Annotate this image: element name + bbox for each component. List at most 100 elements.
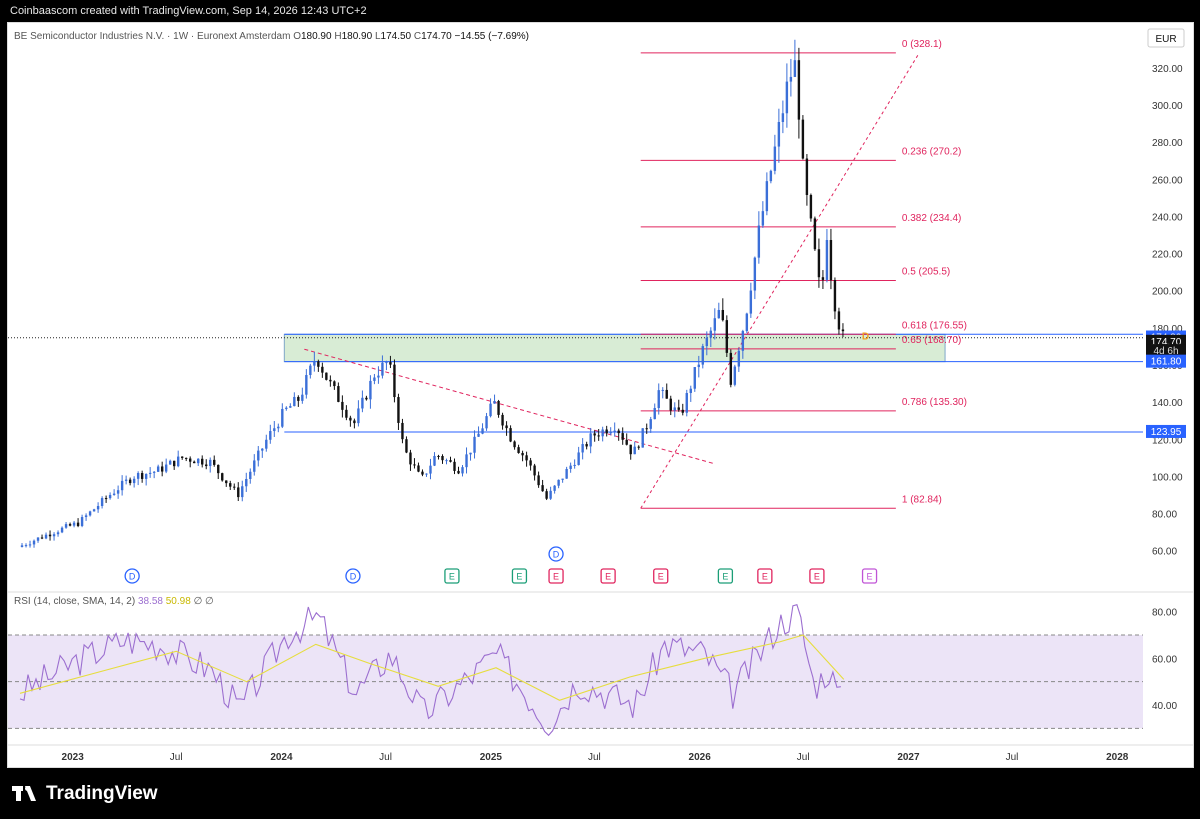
candle-body	[297, 396, 300, 401]
candle-body	[685, 393, 688, 413]
candle-body	[52, 534, 56, 537]
candle-body	[205, 464, 208, 467]
candle-body	[497, 400, 500, 415]
fib-level-label: 0.382 (234.4)	[902, 213, 962, 224]
candle-body	[172, 460, 176, 467]
candle-body	[657, 390, 660, 408]
candle-body	[377, 375, 380, 378]
earnings-event-icon	[861, 568, 878, 584]
candle-body	[180, 456, 184, 458]
candle-body	[197, 458, 200, 464]
candle-body	[68, 524, 72, 526]
candle-body	[541, 485, 544, 492]
candle-body	[533, 465, 536, 476]
candle-body	[513, 441, 516, 448]
candle-body	[573, 464, 576, 466]
candle-body	[481, 428, 484, 434]
earnings-event-letter: E	[658, 572, 664, 582]
candle-body	[673, 407, 676, 411]
x-tick-label: 2026	[689, 752, 712, 763]
candle-body	[553, 485, 556, 491]
candle-body	[293, 396, 296, 407]
candle-body	[28, 544, 32, 546]
fib-level-label: 0.786 (135.30)	[902, 397, 967, 408]
candle-body	[789, 76, 793, 82]
candle-body	[705, 337, 708, 347]
fib-level-label: 0.618 (176.55)	[902, 320, 967, 331]
candle-body	[136, 473, 140, 479]
candle-body	[813, 218, 817, 250]
candle-body	[237, 487, 240, 498]
fib-level-label: 0.65 (168.70)	[902, 335, 962, 346]
candle-body	[809, 194, 813, 219]
candle-body	[341, 401, 344, 410]
candle-body	[465, 454, 468, 468]
candle-body	[92, 509, 96, 512]
candle-body	[521, 452, 524, 456]
candle-body	[337, 386, 340, 402]
candle-body	[253, 460, 256, 472]
candle-body	[353, 420, 356, 424]
earnings-event-icon	[548, 568, 564, 584]
candle-body	[489, 403, 492, 417]
candle-body	[629, 444, 632, 455]
y-tick-label: 260.00	[1152, 175, 1183, 186]
earnings-event-icon	[757, 568, 773, 584]
y-tick-label: 60.00	[1152, 547, 1177, 558]
candle-body	[725, 320, 729, 353]
candle-body	[777, 121, 781, 147]
attribution-text: Coinbaascom created with TradingView.com…	[10, 5, 367, 17]
y-tick-label: 120.00	[1152, 435, 1183, 446]
fib-trend-line	[640, 52, 920, 509]
candle-body	[88, 511, 92, 516]
candle-body	[645, 428, 648, 430]
candle-body	[397, 397, 400, 423]
candle-body	[217, 464, 220, 474]
earnings-event-letter: E	[762, 572, 768, 582]
candle-body	[229, 483, 232, 487]
candle-body	[601, 429, 604, 437]
price-tag-text: 174.70	[1151, 337, 1182, 348]
candle-body	[225, 480, 228, 484]
dividend-event-letter: D	[350, 572, 357, 582]
candle-body	[261, 448, 264, 451]
candle-body	[305, 375, 308, 395]
candle-body	[557, 479, 560, 486]
currency-box	[1147, 28, 1185, 48]
earnings-event-letter: E	[553, 572, 559, 582]
candle-body	[769, 170, 773, 182]
candle-body	[493, 400, 496, 404]
chart-header: BE Semiconductor Industries N.V. · 1W · …	[14, 31, 529, 42]
candle-body	[453, 461, 456, 471]
candle-body	[289, 406, 292, 408]
y-tick-label: 200.00	[1152, 287, 1183, 298]
candle-body	[209, 459, 212, 467]
candle-body	[421, 471, 424, 475]
candle-body	[413, 464, 416, 466]
candle-body	[709, 330, 712, 338]
candle-body	[76, 522, 80, 526]
candle-body	[441, 456, 444, 461]
attribution-bar: Coinbaascom created with TradingView.com…	[0, 0, 1200, 22]
price-tag	[1146, 424, 1186, 438]
candle-body	[361, 397, 364, 409]
candle-body	[653, 407, 656, 420]
dividend-event-letter: D	[129, 572, 136, 582]
candle-body	[433, 455, 436, 466]
candle-body	[221, 473, 224, 481]
price-tag-text: 4d 6h	[1153, 346, 1178, 357]
candle-body	[417, 465, 420, 472]
candle-body	[249, 471, 252, 479]
candle-body	[445, 460, 448, 462]
candle-body	[473, 436, 476, 453]
candle-body	[549, 490, 552, 499]
x-tick-label: Jul	[797, 752, 810, 763]
candle-body	[841, 329, 845, 332]
candle-body	[112, 493, 116, 495]
candle-body	[757, 225, 761, 258]
candle-body	[613, 430, 616, 432]
rsi-sma-line	[19, 634, 845, 701]
candle-body	[609, 431, 612, 434]
candle-body	[773, 146, 777, 171]
